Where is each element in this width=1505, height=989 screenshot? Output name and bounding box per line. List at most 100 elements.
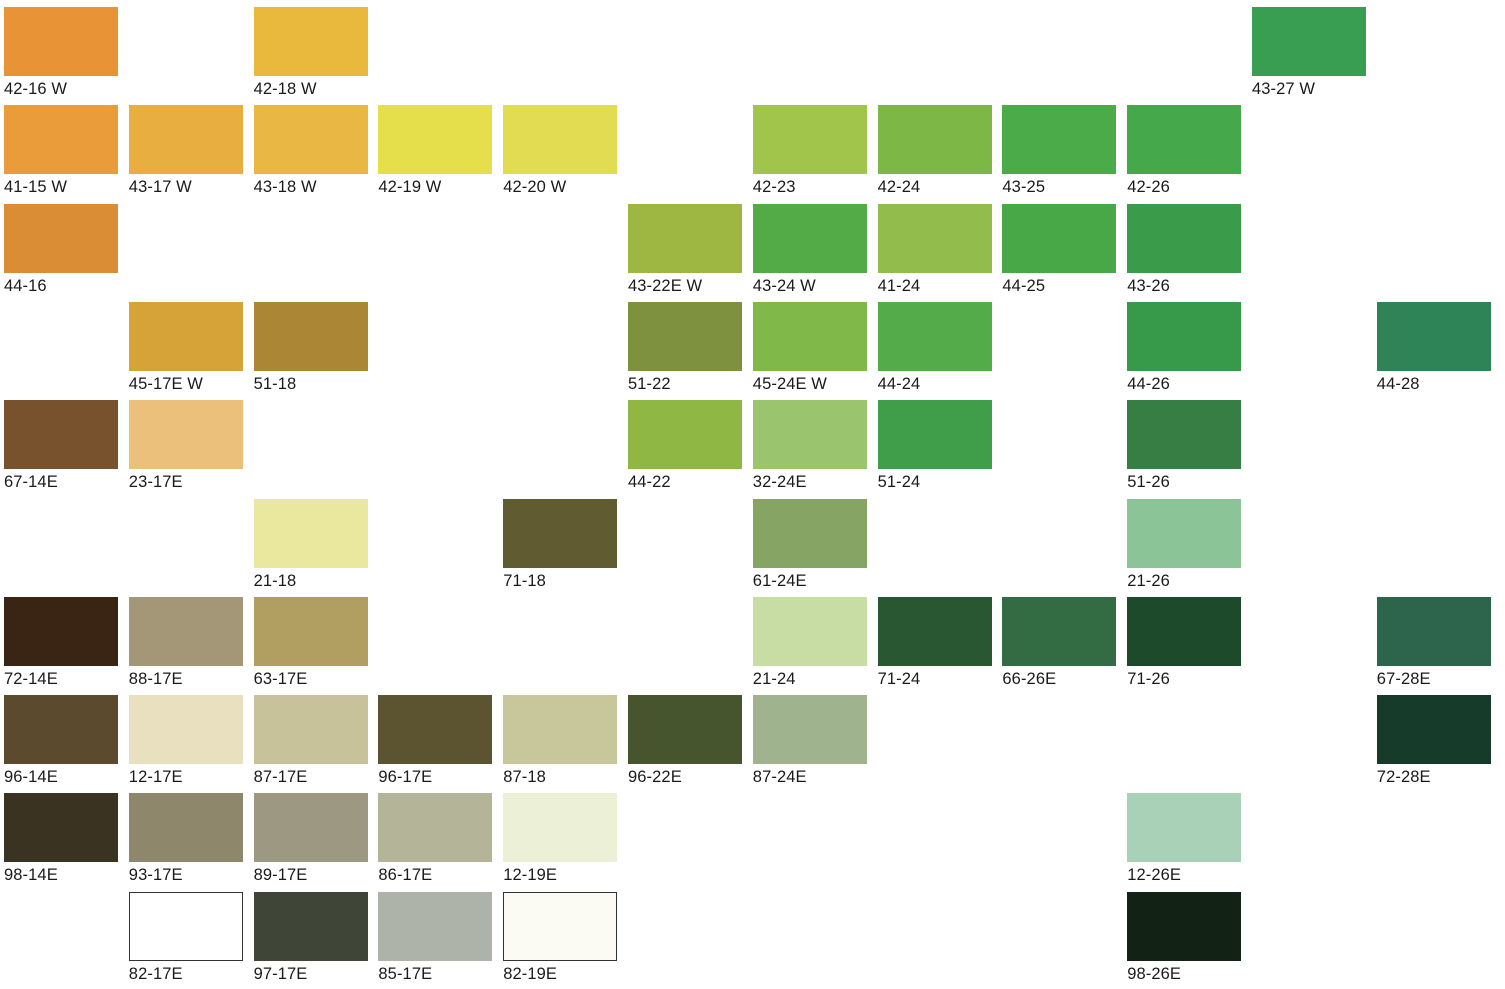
color-chip: 12-17E: [128, 695, 244, 787]
color-code-label: 21-24: [752, 669, 796, 688]
color-code-label: 42-18 W: [253, 80, 317, 98]
color-chip: 51-26: [1127, 400, 1242, 492]
color-swatch: [253, 695, 368, 765]
color-chip: 67-28E: [1376, 596, 1492, 689]
color-swatch: [752, 105, 867, 175]
color-code-label: 66-26E: [1002, 669, 1057, 688]
color-chip: 43-24 W: [752, 203, 868, 296]
color-code-label: 45-24E W: [752, 374, 827, 393]
color-code-label: 44-25: [1002, 276, 1046, 295]
color-swatch: [1252, 7, 1366, 76]
color-swatch: [128, 891, 243, 961]
color-chip: 93-17E: [128, 793, 244, 885]
color-chip: 72-28E: [1376, 695, 1492, 787]
color-swatch: [253, 596, 368, 666]
color-code-label: 71-26: [1127, 669, 1170, 688]
color-chip: 42-20 W: [503, 105, 618, 197]
color-chip: 51-24: [877, 400, 993, 492]
color-code-label: 51-18: [253, 374, 297, 393]
color-chip: 42-23: [752, 105, 868, 197]
color-code-label: 43-27 W: [1252, 80, 1316, 98]
color-swatch: [128, 596, 243, 666]
color-swatch: [4, 695, 118, 765]
color-chip: 43-22E W: [628, 203, 743, 296]
color-swatch: [1376, 301, 1491, 371]
color-chip: 82-17E: [128, 891, 244, 984]
color-chip: 71-24: [877, 596, 993, 689]
color-swatch: [877, 105, 992, 175]
color-swatch: [253, 891, 368, 961]
color-code-label: 43-22E W: [628, 276, 703, 295]
color-swatch: [4, 596, 118, 666]
color-swatch: [378, 793, 493, 863]
color-chip: 63-17E: [253, 596, 369, 689]
color-code-label: 63-17E: [253, 669, 308, 688]
color-code-label: 96-17E: [378, 768, 433, 787]
color-chip: 12-19E: [503, 793, 618, 885]
color-swatch: [378, 695, 493, 765]
color-chip: 43-17 W: [128, 105, 244, 197]
color-chip: 71-18: [503, 498, 618, 591]
color-code-label: 42-23: [752, 178, 796, 197]
color-chip: 87-17E: [253, 695, 369, 787]
color-swatch: [877, 596, 992, 666]
color-swatch: [128, 301, 243, 371]
color-chip: 61-24E: [752, 498, 868, 591]
color-chip: 85-17E: [378, 891, 493, 984]
color-chip: 43-27 W: [1252, 7, 1367, 99]
color-swatch: [877, 301, 992, 371]
color-swatch: [628, 400, 742, 470]
color-code-label: 72-28E: [1376, 768, 1431, 787]
color-swatch: [253, 793, 368, 863]
color-chip: 42-24: [877, 105, 993, 197]
color-code-label: 88-17E: [128, 669, 183, 688]
color-code-label: 71-18: [503, 571, 546, 590]
color-swatch: [752, 498, 867, 568]
color-swatch: [128, 400, 243, 470]
color-swatch: [128, 105, 243, 175]
color-chip: 21-24: [752, 596, 868, 689]
color-swatch: [752, 695, 867, 765]
color-swatch: [1127, 400, 1242, 470]
color-swatch: [253, 7, 368, 76]
color-code-label: 41-15 W: [4, 178, 68, 197]
color-chip: 82-19E: [503, 891, 618, 984]
color-chip: 86-17E: [378, 793, 493, 885]
color-code-label: 82-17E: [128, 964, 183, 983]
color-chip: 87-24E: [752, 695, 868, 787]
color-code-label: 82-19E: [503, 964, 557, 983]
color-swatch: [4, 7, 118, 76]
color-swatch: [1002, 596, 1117, 666]
color-code-label: 45-17E W: [128, 374, 203, 393]
color-swatch: [128, 695, 243, 765]
color-swatch: [1002, 203, 1117, 273]
color-swatch: [1127, 203, 1242, 273]
color-code-label: 44-16: [4, 276, 47, 295]
color-swatch: [1127, 891, 1242, 961]
color-swatch: [503, 105, 618, 175]
color-swatch: [4, 400, 118, 470]
color-code-label: 43-17 W: [128, 178, 192, 197]
color-chip: 41-24: [877, 203, 993, 296]
color-code-label: 21-18: [253, 571, 297, 590]
color-code-label: 21-26: [1127, 571, 1170, 590]
color-swatch: [378, 891, 493, 961]
color-chip: 51-22: [628, 301, 743, 394]
color-code-label: 87-24E: [752, 768, 807, 787]
color-code-label: 44-28: [1376, 374, 1420, 393]
color-chip: 21-26: [1127, 498, 1242, 591]
color-chip: 89-17E: [253, 793, 369, 885]
color-code-label: 43-18 W: [253, 178, 317, 197]
color-code-label: 86-17E: [378, 866, 433, 885]
color-swatch: [877, 203, 992, 273]
color-chip: 44-16: [4, 203, 119, 296]
color-code-label: 87-17E: [253, 768, 308, 787]
color-code-label: 44-26: [1127, 374, 1170, 393]
color-chip: 44-28: [1376, 301, 1492, 394]
color-chip: 96-22E: [628, 695, 743, 787]
color-code-label: 42-26: [1127, 178, 1170, 197]
color-swatch: [378, 105, 493, 175]
color-code-label: 43-26: [1127, 276, 1170, 295]
color-swatch: [1127, 596, 1242, 666]
color-chip: 44-25: [1002, 203, 1117, 296]
